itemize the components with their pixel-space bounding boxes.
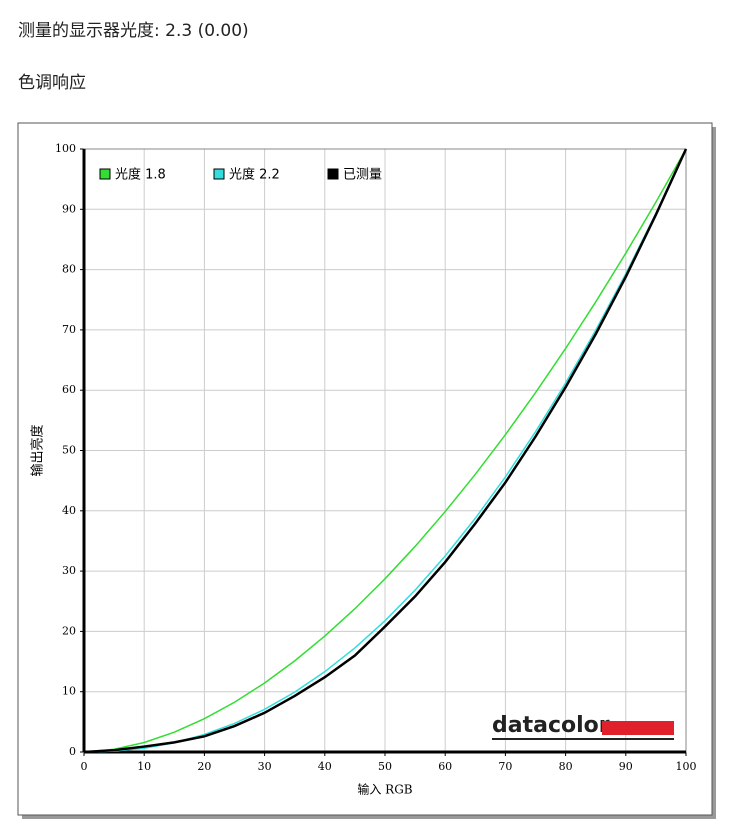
x-tick-label: 90 (619, 760, 633, 773)
watermark-bar (602, 721, 674, 735)
x-tick-label: 0 (81, 760, 88, 773)
y-tick-label: 70 (62, 323, 76, 336)
y-tick-label: 100 (55, 142, 76, 155)
y-tick-label: 80 (62, 263, 76, 276)
section-title: 色调响应 (18, 73, 86, 93)
y-tick-label: 20 (62, 624, 76, 637)
legend-swatch (213, 168, 225, 180)
x-tick-label: 50 (378, 760, 392, 773)
x-tick-label: 10 (137, 760, 151, 773)
series-line (83, 148, 687, 753)
legend-swatch (99, 168, 111, 180)
legend-label: 光度 1.8 (115, 167, 166, 183)
x-axis-label: 输入 RGB (357, 782, 412, 797)
x-tick-label: 80 (559, 760, 573, 773)
legend-swatch (327, 168, 339, 180)
legend-label: 已测量 (343, 168, 382, 183)
y-axis-label: 输出亮度 (30, 424, 46, 476)
gamma-text: 测量的显示器光度: 2.3 (0.00) (18, 21, 249, 41)
legend-label: 光度 2.2 (229, 167, 280, 183)
x-tick-label: 70 (498, 760, 512, 773)
frame (17, 122, 713, 816)
y-tick-label: 50 (62, 444, 76, 457)
x-tick-label: 40 (318, 760, 332, 773)
y-tick-label: 60 (62, 383, 76, 396)
x-tick-label: 100 (676, 760, 697, 773)
x-tick-label: 60 (438, 760, 452, 773)
y-tick-label: 40 (62, 504, 76, 517)
x-tick-label: 20 (197, 760, 211, 773)
y-tick-label: 0 (69, 745, 76, 758)
watermark: datacolor (492, 713, 610, 738)
series-line (83, 148, 688, 754)
y-tick-label: 30 (62, 564, 76, 577)
x-tick-label: 30 (258, 760, 272, 773)
y-tick-label: 10 (62, 685, 76, 698)
y-tick-label: 90 (62, 202, 76, 215)
